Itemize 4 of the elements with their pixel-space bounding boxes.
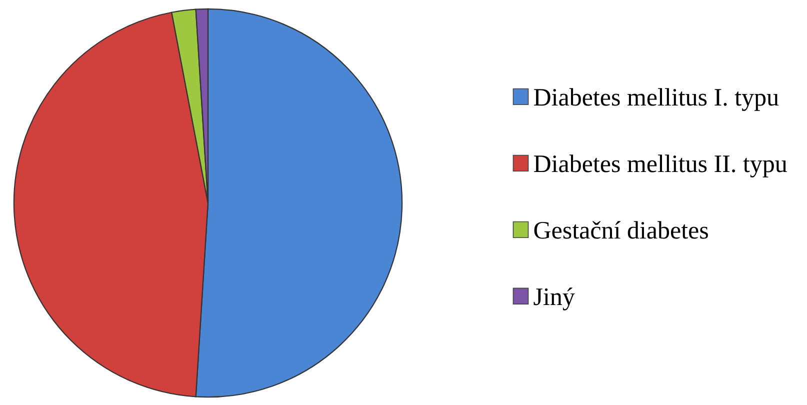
legend-label: Jiný [534, 288, 575, 310]
legend-label: Gestační diabetes [534, 221, 708, 239]
legend-label: Diabetes mellitus II. typu [534, 154, 787, 178]
legend-label: Diabetes mellitus I. typu [534, 88, 779, 111]
